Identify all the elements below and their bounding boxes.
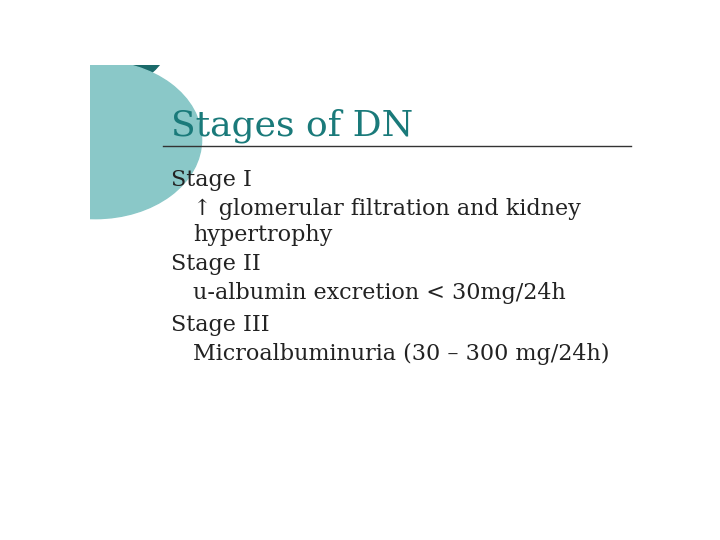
Circle shape (0, 0, 179, 106)
Text: u-albumin excretion < 30mg/24h: u-albumin excretion < 30mg/24h (193, 282, 566, 304)
Text: ↑ glomerular filtration and kidney: ↑ glomerular filtration and kidney (193, 198, 581, 220)
Text: hypertrophy: hypertrophy (193, 224, 333, 246)
Text: Microalbuminuria (30 – 300 mg/24h): Microalbuminuria (30 – 300 mg/24h) (193, 343, 610, 366)
Circle shape (0, 60, 202, 219)
Text: Stage I: Stage I (171, 168, 252, 191)
Text: Stage II: Stage II (171, 253, 261, 275)
Text: Stage III: Stage III (171, 314, 269, 336)
Text: Stages of DN: Stages of DN (171, 109, 413, 143)
